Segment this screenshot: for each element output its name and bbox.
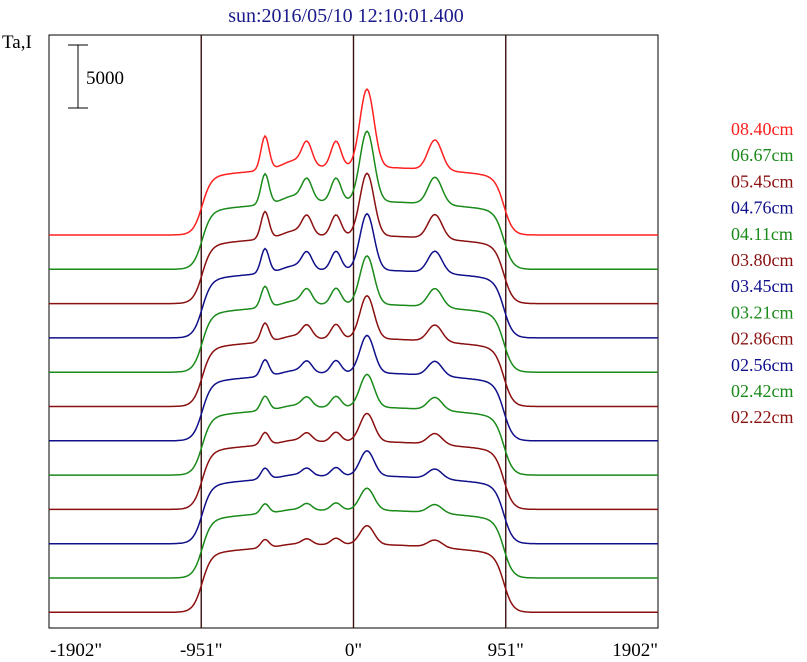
series-line-3 xyxy=(49,212,658,339)
series-line-0 xyxy=(49,87,658,236)
legend-entry-10: 02.42cm xyxy=(731,381,794,401)
series-line-5 xyxy=(49,294,658,408)
series-line-7 xyxy=(49,373,658,476)
legend-entry-8: 02.86cm xyxy=(731,329,794,349)
x-tick-label-0: -1902" xyxy=(50,640,102,661)
series-line-8 xyxy=(49,412,658,511)
x-tick-label-3: 951" xyxy=(488,640,524,661)
legend-entry-5: 03.80cm xyxy=(731,250,794,270)
legend-entry-7: 03.21cm xyxy=(731,302,794,322)
legend-entry-9: 02.56cm xyxy=(731,355,794,375)
series-line-9 xyxy=(49,449,658,545)
y-axis-label: Ta,I xyxy=(2,32,32,53)
series-line-6 xyxy=(49,334,658,442)
legend-entry-0: 08.40cm xyxy=(731,119,794,139)
x-tick-label-2: 0" xyxy=(345,640,362,661)
series-group xyxy=(49,87,658,614)
scale-bar-label: 5000 xyxy=(86,68,124,89)
series-line-4 xyxy=(49,254,658,373)
chart-title: sun:2016/05/10 12:10:01.400 xyxy=(228,5,464,27)
series-line-2 xyxy=(49,172,658,305)
legend-entry-11: 02.22cm xyxy=(731,407,794,427)
x-tick-labels: -1902" -951" 0" 951" 1902" xyxy=(50,640,658,661)
series-line-11 xyxy=(49,524,658,614)
series-line-10 xyxy=(49,487,658,579)
scale-bar: 5000 xyxy=(68,44,124,109)
legend-entry-3: 04.76cm xyxy=(731,198,794,218)
legend-entry-6: 03.45cm xyxy=(731,276,794,296)
legend-entry-4: 04.11cm xyxy=(731,224,793,244)
x-tick-label-4: 1902" xyxy=(612,640,658,661)
x-tick-label-1: -951" xyxy=(180,640,223,661)
legend: 08.40cm 06.67cm 05.45cm 04.76cm 04.11cm 03.80… xyxy=(731,119,794,427)
legend-entry-1: 06.67cm xyxy=(731,145,794,165)
legend-entry-2: 05.45cm xyxy=(731,171,794,191)
series-line-1 xyxy=(49,130,658,271)
